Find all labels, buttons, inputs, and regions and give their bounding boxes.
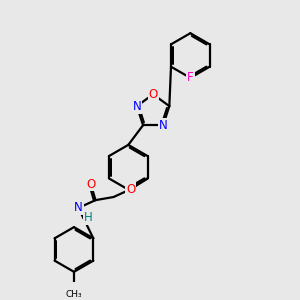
Text: N: N [74, 201, 83, 214]
Text: H: H [84, 211, 93, 224]
Text: N: N [133, 100, 141, 112]
Text: O: O [148, 88, 158, 101]
Text: F: F [187, 71, 194, 84]
Text: N: N [159, 119, 167, 132]
Text: O: O [86, 178, 95, 190]
Text: O: O [126, 183, 135, 196]
Text: CH₃: CH₃ [66, 290, 82, 298]
